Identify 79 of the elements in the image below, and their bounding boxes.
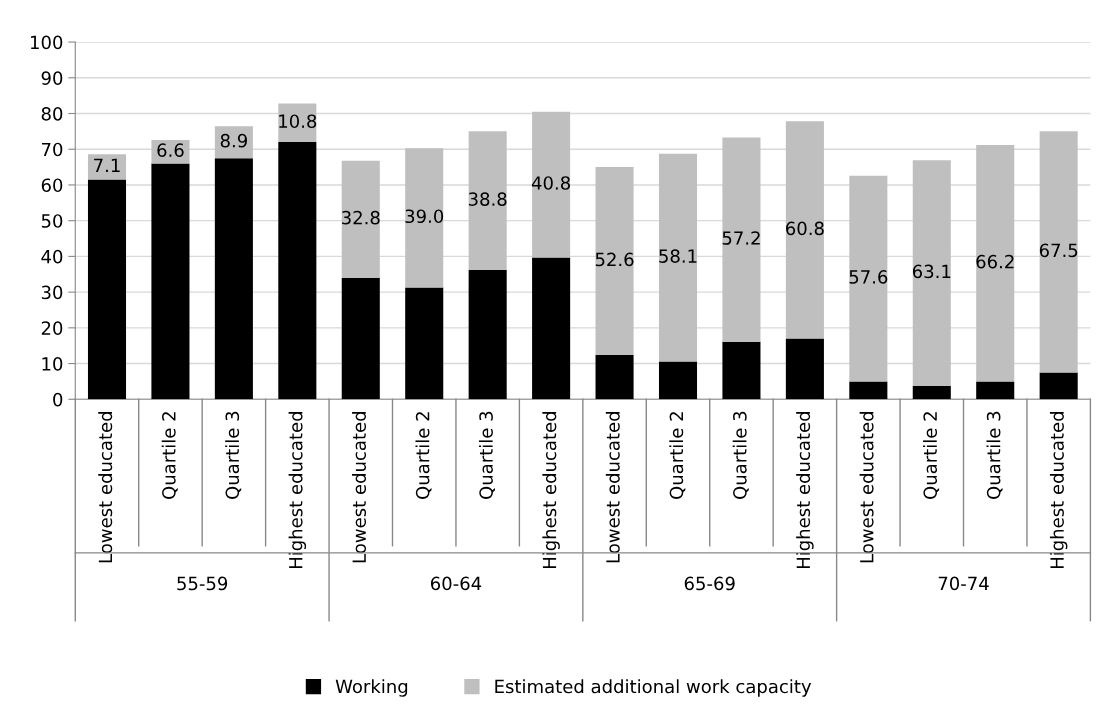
x-tick-label: Quartile 2 [923,412,940,499]
bar [785,338,824,400]
y-tick-label: 20 [41,321,63,335]
bar [214,158,253,400]
x-tick-label: Highest educated [288,412,307,569]
x-tick-label: Highest educated [1049,412,1068,569]
legend-label: Estimated additional work capacity [495,679,812,697]
x-tick-label: Quartile 2 [415,412,432,499]
data-label: 7.1 [94,158,120,172]
data-label: 10.8 [279,114,317,129]
data-label: 39.0 [405,209,444,224]
bar [722,137,761,342]
x-tick-label: Quartile 2 [669,412,686,499]
data-label: 66.2 [976,254,1014,269]
bar [278,142,317,400]
bar [976,381,1015,400]
text: 65-69 [684,576,735,591]
x-tick-label: Quartile 2 [161,412,178,499]
data-label: 57.2 [722,231,760,245]
bar [468,131,507,270]
x-tick-label: Quartile 3 [478,411,495,499]
bar [341,277,380,400]
x-tick-label: Lowest educated [605,412,620,563]
y-tick-label: 30 [41,285,63,300]
y-tick-label: 70 [41,142,63,157]
bar [87,179,127,400]
y-tick-label: 50 [41,214,63,228]
data-label: 58.1 [659,249,697,263]
bar [532,111,571,258]
data-label: 63.1 [912,264,951,279]
x-tick-label: Quartile 3 [986,411,1003,499]
y-tick-label: 90 [41,71,63,85]
bar [341,160,380,278]
data-label: 6.6 [157,143,184,157]
bar [658,361,698,400]
y-tick-label: 40 [41,249,63,264]
y-tick-label: 80 [41,106,63,121]
legend-label: Working [335,679,408,697]
bar [976,144,1015,382]
bar [912,160,951,386]
x-tick-label: Quartile 3 [732,411,749,499]
y-tick-label: 100 [30,35,63,50]
bar [1039,372,1078,400]
text: 70-74 [938,576,989,591]
x-tick-label: Highest educated [542,412,560,569]
y-tick-label: 10 [42,357,63,371]
data-label: 52.6 [595,252,634,267]
bar [785,121,824,339]
data-label: 60.8 [786,221,824,236]
bar [1039,131,1078,373]
data-label: 32.8 [342,210,380,225]
y-tick-label: 60 [41,178,63,193]
text: 55-59 [177,576,228,591]
data-label: 38.8 [468,192,507,206]
x-tick-label: Lowest educated [859,412,874,563]
bar [658,153,698,362]
data-label: 40.8 [531,176,570,190]
x-tick-label: Quartile 3 [225,411,242,499]
bar [849,381,888,400]
bar [532,257,571,400]
data-label: 8.9 [220,133,247,148]
x-tick-label: Lowest educated [98,412,113,563]
bar [214,126,253,159]
bar [912,385,951,400]
x-tick-label: Lowest educated [352,412,367,563]
x-tick-label: Highest educated [796,412,814,569]
bar [595,167,634,355]
data-label: 67.5 [1039,243,1078,258]
bar [468,269,507,400]
bar [405,148,444,288]
text: 60-64 [430,576,482,591]
data-label: 57.6 [849,270,888,284]
bar [151,163,190,400]
bar [849,175,888,382]
bar [722,341,761,400]
bar [595,354,634,400]
bar [87,154,127,180]
bar [405,287,444,400]
y-tick-label: 0 [53,392,63,407]
